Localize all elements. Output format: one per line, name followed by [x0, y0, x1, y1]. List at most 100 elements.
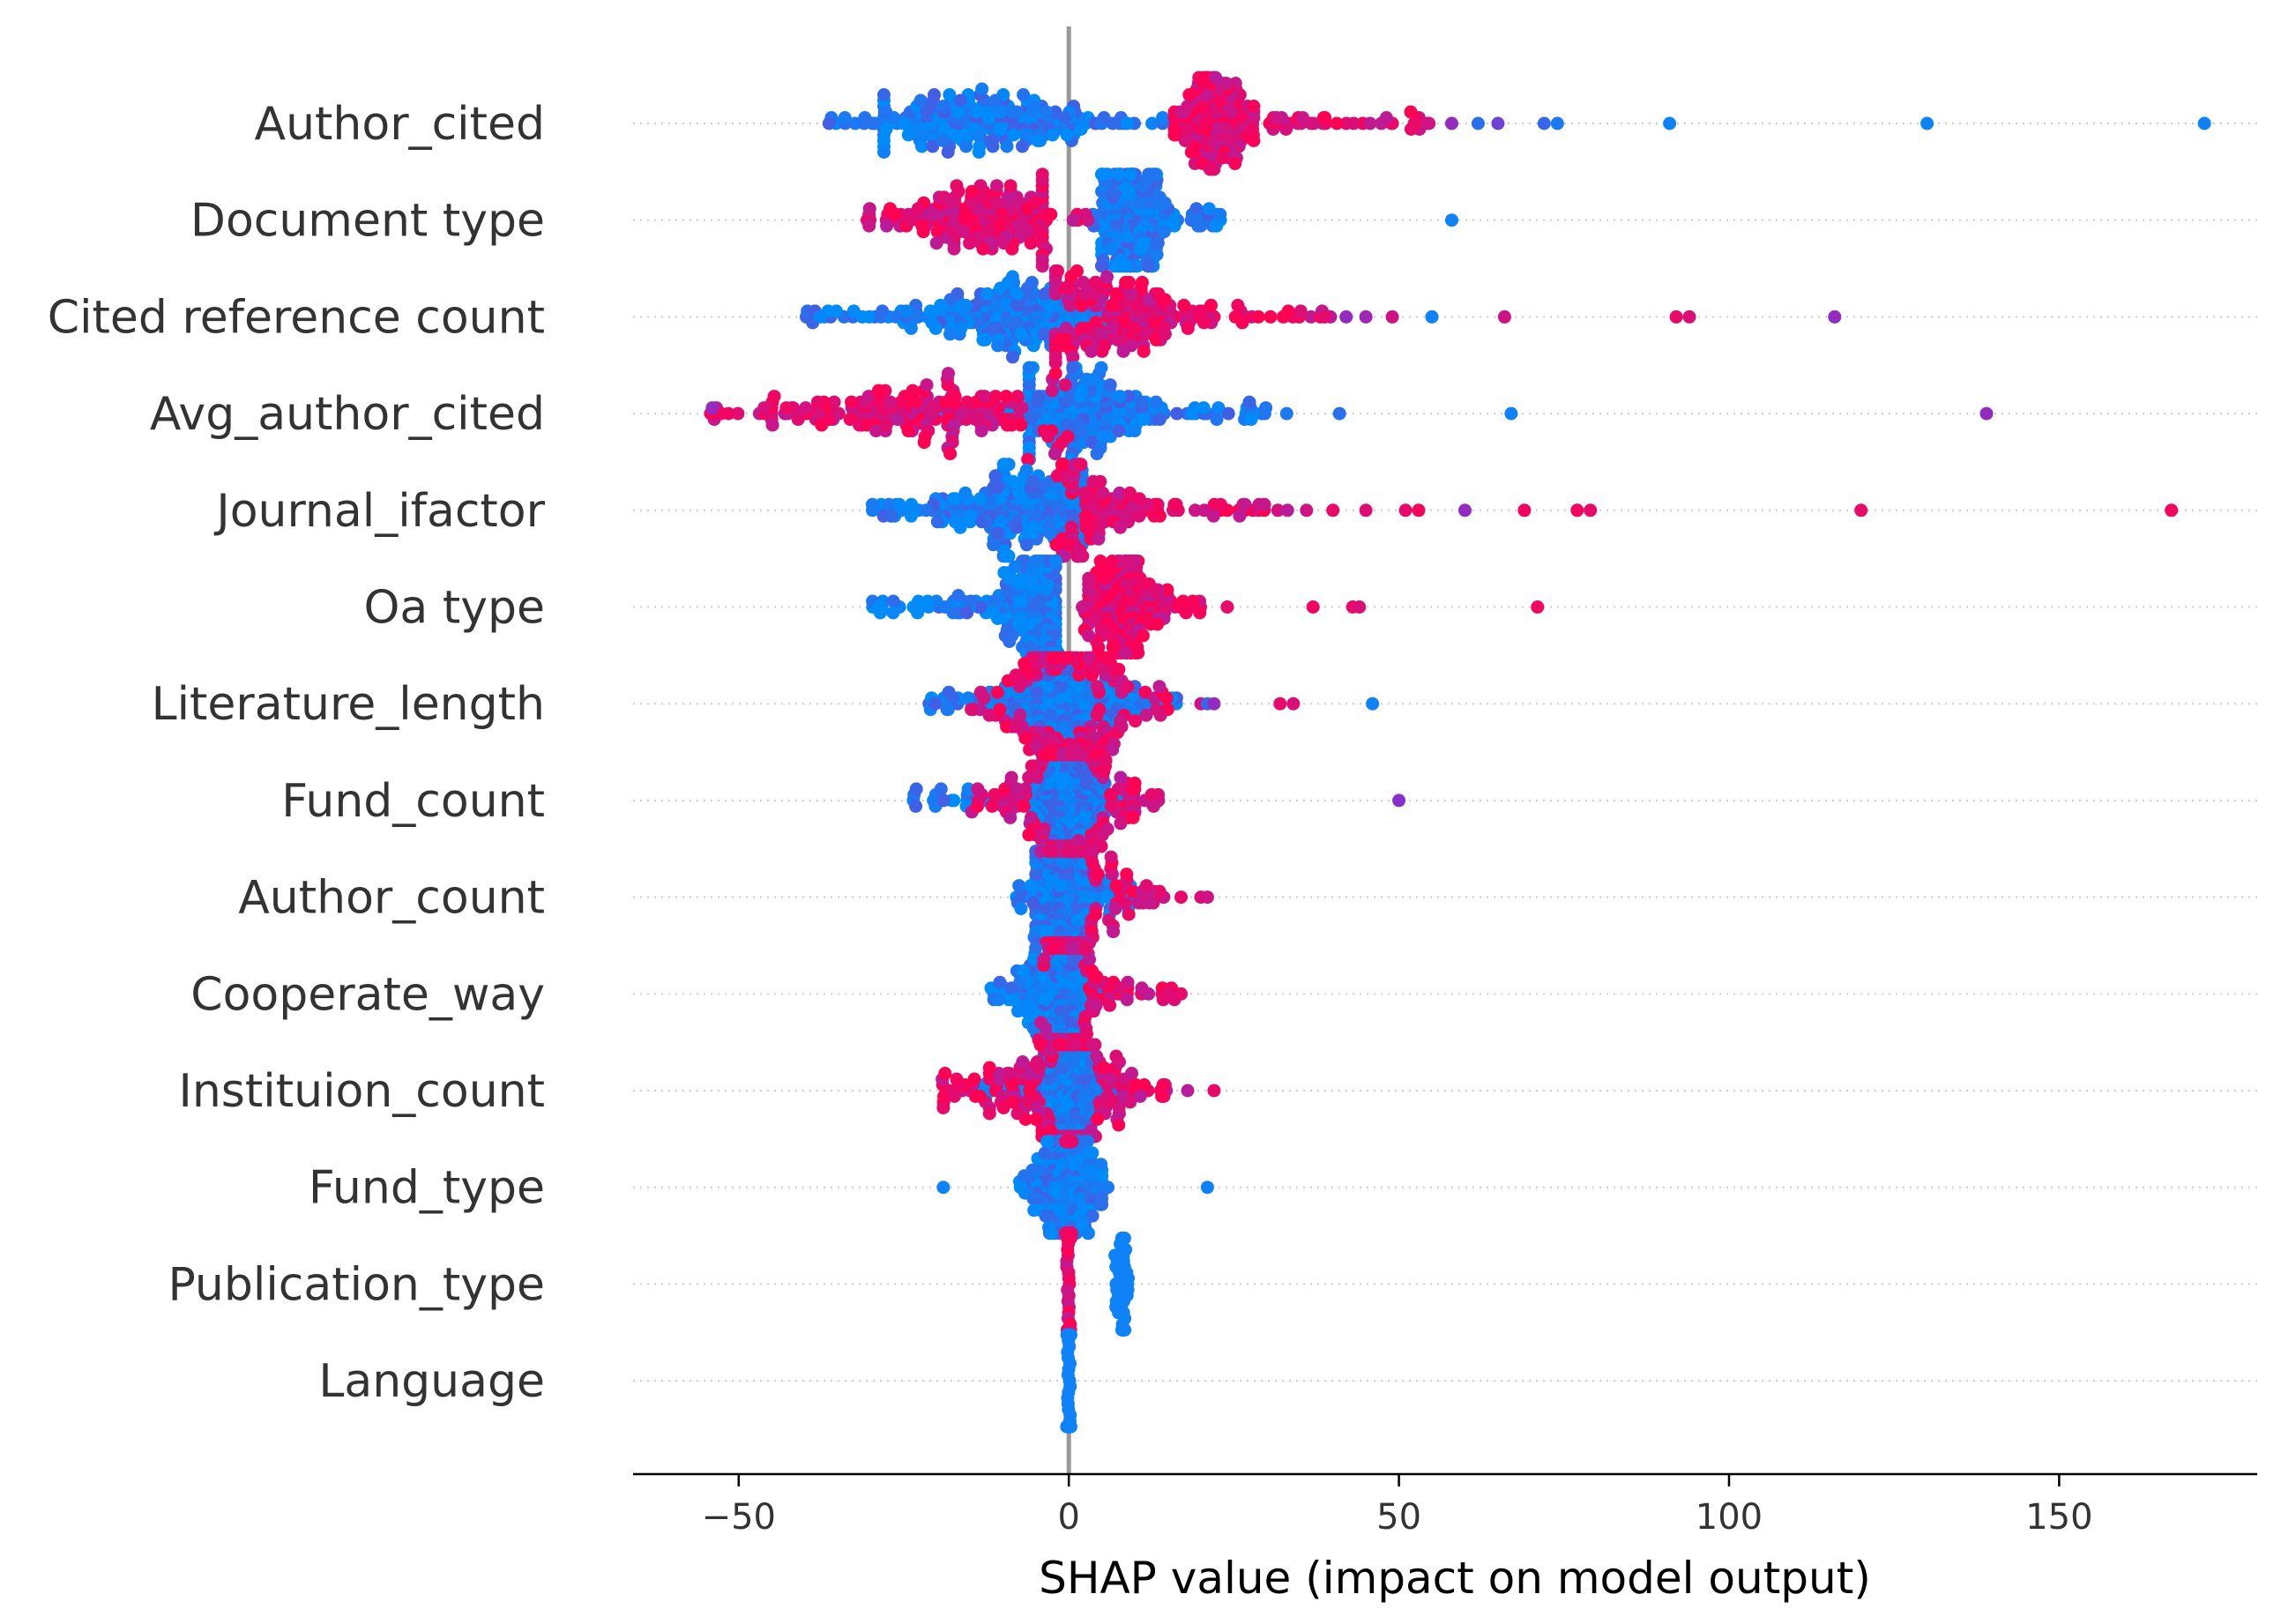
shap-point — [939, 395, 953, 409]
shap-point — [993, 703, 1007, 717]
shap-point — [1090, 1049, 1104, 1063]
shap-point — [1228, 309, 1242, 324]
shap-point — [871, 384, 885, 398]
shap-point — [1135, 275, 1149, 289]
shap-point — [1270, 111, 1284, 124]
shap-point — [1157, 225, 1171, 239]
shap-point — [1091, 1113, 1104, 1126]
shap-point — [1186, 594, 1200, 608]
shap-point — [1210, 413, 1224, 427]
shap-point — [987, 538, 1001, 552]
shap-point — [1025, 759, 1039, 773]
shap-point — [1233, 509, 1247, 523]
shap-point — [1100, 270, 1114, 284]
shap-point — [994, 281, 1008, 295]
shap-point — [990, 685, 1004, 699]
shap-point — [961, 691, 975, 705]
shap-point — [934, 782, 948, 796]
shap-point — [1095, 344, 1109, 358]
shap-point — [1082, 571, 1096, 585]
shap-point-outlier — [1663, 116, 1677, 130]
shap-point — [1046, 651, 1060, 665]
shap-point — [1073, 458, 1087, 472]
shap-point — [947, 1090, 961, 1103]
shap-point — [1092, 532, 1106, 546]
shap-point — [1010, 1106, 1025, 1121]
shap-point — [1114, 520, 1127, 534]
shap-point — [1181, 321, 1195, 335]
shap-point — [1142, 168, 1156, 182]
shap-point — [1000, 139, 1014, 153]
shap-point — [982, 111, 995, 124]
shap-point — [1014, 418, 1028, 432]
shap-point — [830, 304, 843, 318]
shap-point — [980, 287, 995, 301]
shap-point — [1022, 361, 1036, 375]
shap-point — [731, 406, 745, 421]
shap-point — [1082, 651, 1096, 665]
shap-point — [1167, 128, 1182, 142]
shap-point — [1135, 395, 1149, 409]
shap-point — [1167, 219, 1182, 233]
shap-point — [846, 304, 861, 318]
shap-point — [872, 600, 886, 614]
shap-point — [1141, 497, 1155, 511]
shap-point — [936, 134, 950, 147]
shap-point — [1087, 372, 1101, 386]
shap-point — [1119, 555, 1133, 568]
shap-point — [1032, 390, 1046, 404]
shap-point-outlier — [1531, 600, 1545, 614]
shap-point — [1193, 304, 1207, 318]
shap-point-outlier — [1570, 503, 1584, 518]
shap-point — [1264, 309, 1278, 324]
shap-point — [1119, 646, 1132, 659]
shap-point-outlier — [1200, 890, 1214, 905]
shap-point — [1066, 213, 1080, 227]
shap-point — [1104, 799, 1118, 813]
shap-point — [1037, 327, 1051, 341]
shap-point — [947, 418, 961, 432]
shap-point — [1125, 1067, 1138, 1080]
shap-point — [1238, 497, 1252, 511]
shap-point — [1143, 896, 1157, 910]
shap-point — [963, 515, 977, 529]
shap-point — [988, 787, 1002, 801]
shap-point — [1094, 361, 1108, 375]
shap-point — [1101, 1181, 1114, 1195]
shap-point — [1089, 998, 1103, 1012]
shap-point — [1123, 1095, 1137, 1109]
shap-point — [1129, 714, 1143, 728]
shap-point — [917, 436, 931, 450]
shap-point — [1048, 367, 1062, 381]
shap-point — [1216, 151, 1230, 165]
shap-point — [1018, 782, 1032, 796]
shap-point — [1061, 429, 1075, 443]
shap-point — [1144, 787, 1159, 801]
shap-point — [1041, 429, 1055, 443]
shap-point — [1022, 828, 1036, 842]
shap-point — [1156, 993, 1170, 1007]
shap-point — [1152, 884, 1167, 898]
shap-point-outlier — [1445, 116, 1458, 130]
shap-point — [1089, 907, 1102, 921]
shap-point — [1026, 952, 1040, 966]
shap-point — [1160, 583, 1174, 597]
shap-point — [1076, 600, 1090, 614]
shap-point — [1024, 236, 1038, 250]
shap-point-outlier — [1300, 503, 1314, 518]
shap-point — [1139, 879, 1153, 893]
shap-point — [1055, 458, 1070, 472]
shap-point — [1123, 486, 1137, 500]
shap-point — [918, 128, 931, 142]
shap-point — [1031, 225, 1045, 239]
shap-point — [799, 401, 813, 415]
shap-point — [987, 321, 1001, 335]
shap-point — [1146, 799, 1160, 813]
shap-point — [1085, 344, 1099, 358]
shap-point — [950, 287, 965, 301]
shap-point — [1075, 384, 1089, 398]
shap-point — [1019, 463, 1033, 477]
shap-point — [1102, 1095, 1116, 1109]
shap-point — [906, 600, 921, 614]
shap-point — [1061, 651, 1075, 665]
